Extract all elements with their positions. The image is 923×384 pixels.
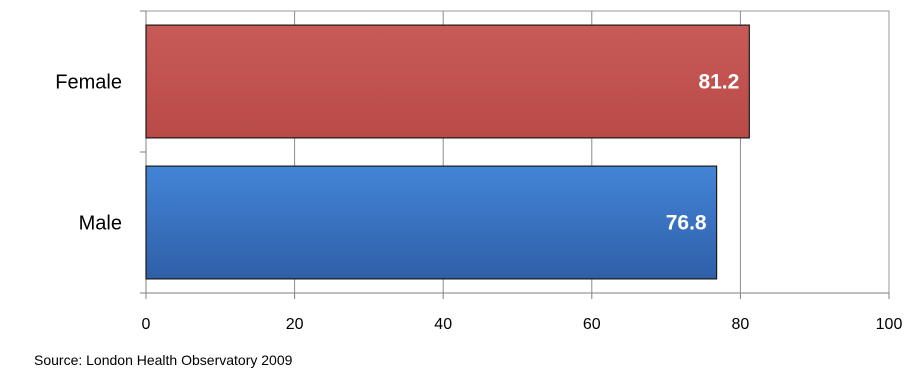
x-tick-label-80: 80: [732, 316, 750, 333]
x-tick-label-100: 100: [876, 316, 903, 333]
data-label-female: 81.2: [698, 71, 739, 94]
source-note: Source: London Health Observatory 2009: [34, 352, 293, 368]
x-tick-label-0: 0: [142, 316, 151, 333]
category-label-female: Female: [55, 72, 122, 94]
x-tick-label-40: 40: [434, 316, 452, 333]
data-label-male: 76.8: [666, 212, 707, 235]
x-tick-label-20: 20: [286, 316, 304, 333]
bar-female: [145, 24, 750, 139]
category-label-male: Male: [79, 213, 122, 235]
x-tick-label-60: 60: [583, 316, 601, 333]
bar-male: [145, 165, 718, 280]
